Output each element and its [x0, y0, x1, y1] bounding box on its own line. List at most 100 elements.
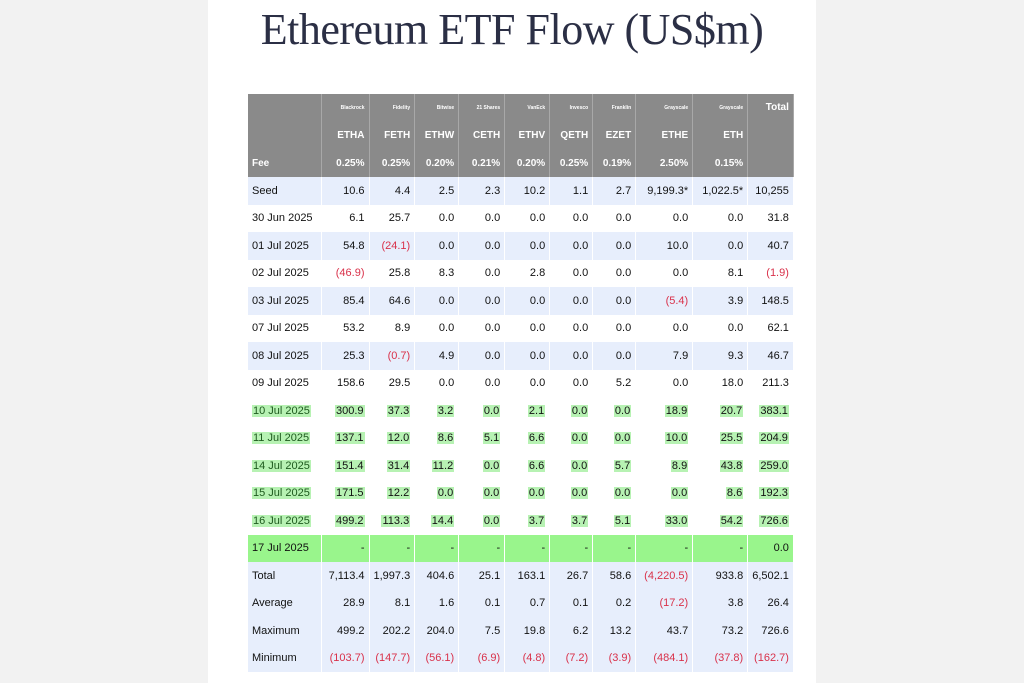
table-row: 08 Jul 2025 25.3 (0.7) 4.9 0.0 0.0 0.0 0.0 7.9 9.… [248, 342, 794, 370]
cell-value: 0.0 [529, 322, 546, 335]
flow-cell: 0.1 [549, 589, 594, 617]
flow-cell: 8.9 [635, 452, 694, 480]
flow-cell: 158.6 [321, 369, 370, 397]
cell-value: 1,022.5* [702, 184, 744, 197]
cell-value: 151.4 [334, 459, 365, 472]
row-total-cell: (1.9) [747, 259, 794, 287]
ticker-header: EZET [592, 121, 637, 149]
flow-cell: (3.9) [592, 644, 637, 672]
row-label: Seed [248, 177, 322, 205]
cell-value: 6,502.1 [752, 569, 789, 582]
cell-value: 0.1 [484, 597, 501, 610]
cell-value: 3.2 [436, 404, 455, 417]
cell-value: 158.6 [336, 377, 365, 390]
cell-value: 0.0 [672, 212, 689, 225]
row-total-cell: 46.7 [747, 342, 794, 370]
cell-value: 8.1 [727, 267, 744, 280]
cell-value: 6.6 [527, 432, 546, 445]
flow-cell: 10.2 [504, 177, 551, 205]
cell-value: 0.0 [672, 267, 689, 280]
row-label: Minimum [248, 644, 322, 672]
row-label-text: 11 Jul 2025 [252, 432, 311, 445]
row-total-cell: 10,255 [747, 177, 794, 205]
cell-value: 0.0 [727, 212, 744, 225]
total-header: Total [747, 94, 794, 121]
row-total-cell: 259.0 [747, 452, 794, 480]
row-label: Average [248, 589, 322, 617]
flow-cell: 73.2 [692, 617, 749, 645]
ticker-header: ETHV [504, 121, 551, 149]
cell-value: 64.6 [388, 294, 411, 307]
cell-value: 6.2 [572, 624, 589, 637]
issuer-header: Grayscale [635, 94, 694, 121]
flow-cell: 5.7 [592, 452, 637, 480]
cell-value: 192.3 [759, 487, 789, 500]
row-label: 08 Jul 2025 [248, 342, 322, 370]
flow-cell: (4.8) [504, 644, 551, 672]
row-label: 10 Jul 2025 [248, 397, 322, 425]
flow-cell: 499.2 [321, 617, 370, 645]
row-total-cell: 726.6 [747, 617, 794, 645]
cell-value: 8.1 [394, 597, 411, 610]
flow-cell: 10.0 [635, 424, 694, 452]
cell-value: 25.3 [343, 349, 365, 362]
flow-cell: (24.1) [369, 232, 416, 260]
flow-cell: 0.0 [458, 287, 506, 315]
flow-cell: 2.1 [504, 397, 551, 425]
cell-value: 54.2 [719, 514, 744, 527]
flow-cell: 0.0 [504, 204, 551, 232]
cell-value: 2.5 [438, 184, 455, 197]
flow-cell: 3.8 [692, 589, 749, 617]
flow-cell: 0.0 [504, 479, 551, 507]
flow-cell: 0.0 [504, 369, 551, 397]
flow-cell: 5.2 [592, 369, 637, 397]
ticker-header: ETHE [635, 121, 694, 149]
flow-cell: 0.0 [458, 232, 506, 260]
cell-value: 0.0 [484, 212, 501, 225]
cell-value: - [450, 542, 455, 555]
cell-value: 0.0 [570, 487, 589, 500]
flow-cell: 0.0 [414, 287, 460, 315]
flow-cell: 8.3 [414, 259, 460, 287]
cell-value: 29.5 [388, 377, 411, 390]
cell-value: 0.0 [436, 487, 455, 500]
cell-value: 6.6 [527, 459, 546, 472]
flow-cell: - [549, 534, 594, 562]
header-ticker-row: ETHA FETH ETHW CETH ETHV QETH EZET ETHE ETH [248, 121, 794, 149]
cell-value: 54.8 [343, 239, 365, 252]
cell-value: 5.1 [613, 514, 632, 527]
cell-value: 25.1 [478, 569, 501, 582]
cell-value: 33.0 [664, 514, 689, 527]
flow-cell: 8.1 [369, 589, 416, 617]
fee-value: 0.25% [369, 149, 416, 177]
cell-value: 0.0 [727, 322, 744, 335]
cell-value: 3.8 [727, 597, 744, 610]
cell-value: 204.0 [426, 624, 455, 637]
cell-value: 2.1 [527, 404, 546, 417]
cell-value: 85.4 [343, 294, 365, 307]
flow-cell: 204.0 [414, 617, 460, 645]
flow-cell: 85.4 [321, 287, 370, 315]
flow-cell: 2.5 [414, 177, 460, 205]
cell-value: - [627, 542, 632, 555]
row-label: 15 Jul 2025 [248, 479, 322, 507]
flow-cell: 137.1 [321, 424, 370, 452]
flow-cell: 20.7 [692, 397, 749, 425]
cell-value: 9,199.3* [647, 184, 689, 197]
cell-value: 0.0 [529, 294, 546, 307]
cell-value: 0.0 [613, 487, 632, 500]
flow-cell: 8.6 [692, 479, 749, 507]
flow-cell: 113.3 [369, 507, 416, 535]
ticker-header: FETH [369, 121, 416, 149]
flow-cell: 0.0 [592, 314, 637, 342]
cell-value: 12.0 [386, 432, 411, 445]
flow-cell: 7.5 [458, 617, 506, 645]
cell-value: - [739, 542, 744, 555]
cell-value: 10.6 [343, 184, 365, 197]
row-total-cell: 148.5 [747, 287, 794, 315]
cell-value: (147.7) [375, 652, 411, 665]
issuer-header: Bitwise [414, 94, 460, 121]
flow-cell: 18.0 [692, 369, 749, 397]
row-total-cell: 26.4 [747, 589, 794, 617]
flow-cell: 18.9 [635, 397, 694, 425]
